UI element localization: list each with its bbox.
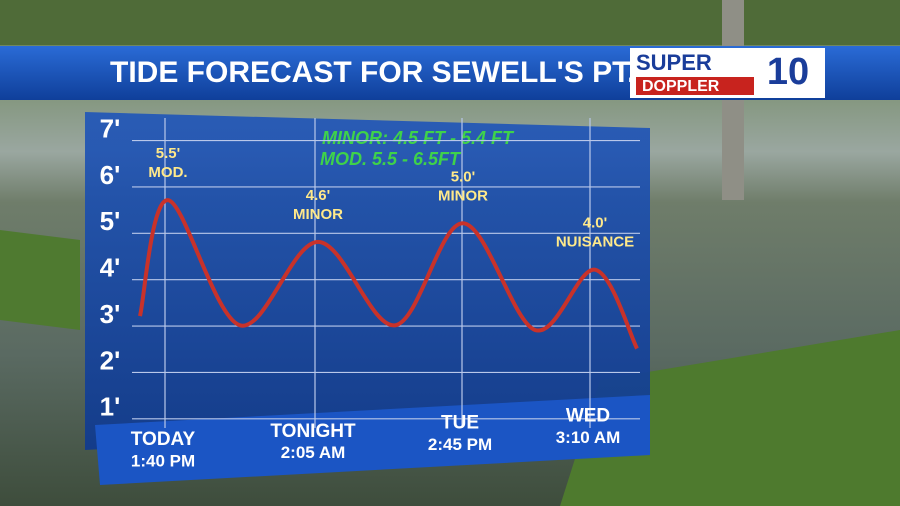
- logo-number: 10: [767, 51, 809, 93]
- value-label: 5.0': [451, 168, 475, 185]
- annotation: MOD. 5.5 - 6.5FT: [320, 149, 462, 169]
- x-tick-label: WED: [566, 406, 610, 427]
- x-tick-time: 3:10 AM: [556, 428, 621, 447]
- x-tick-label: TUE: [441, 413, 479, 434]
- trees: [0, 0, 900, 45]
- x-tick-time: 2:45 PM: [428, 435, 492, 454]
- title: TIDE FORECAST FOR SEWELL'S PT.: [110, 56, 635, 89]
- logo-band: [636, 77, 754, 95]
- y-tick-label: 2': [100, 345, 121, 375]
- logo-bottom: DOPPLER: [642, 78, 720, 95]
- y-tick-label: 7': [100, 113, 121, 143]
- x-tick-time: 1:40 PM: [131, 451, 195, 470]
- logo-top: SUPER: [636, 50, 712, 75]
- value-label: 4.0': [583, 215, 607, 232]
- peak-note: MOD.: [148, 164, 187, 181]
- y-tick-label: 4': [100, 253, 121, 283]
- y-tick-label: 1': [100, 392, 121, 422]
- chart-panel: [85, 112, 650, 450]
- x-tick-time: 2:05 AM: [281, 443, 346, 462]
- x-tick-label: TONIGHT: [270, 421, 356, 442]
- y-tick-label: 3': [100, 299, 121, 329]
- y-tick-label: 5': [100, 206, 121, 236]
- peak-note: NUISANCE: [556, 234, 634, 251]
- category-band: [95, 395, 650, 485]
- peak-note: MINOR: [438, 187, 488, 204]
- annotation: MINOR: 4.5 FT - 5.4 FT: [322, 128, 515, 148]
- grass-left: [0, 230, 80, 330]
- x-tick-label: TODAY: [131, 429, 196, 450]
- value-label: 5.5': [156, 145, 180, 162]
- value-label: 4.6': [306, 187, 330, 204]
- peak-note: MINOR: [293, 206, 343, 223]
- tide-line: [138, 198, 639, 350]
- y-tick-label: 6': [100, 160, 121, 190]
